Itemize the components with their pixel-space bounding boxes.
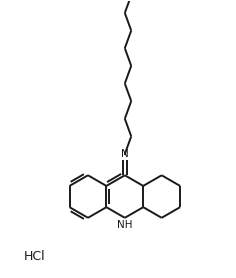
- Text: N: N: [121, 149, 129, 159]
- Text: NH: NH: [117, 220, 133, 230]
- Text: HCl: HCl: [24, 250, 46, 263]
